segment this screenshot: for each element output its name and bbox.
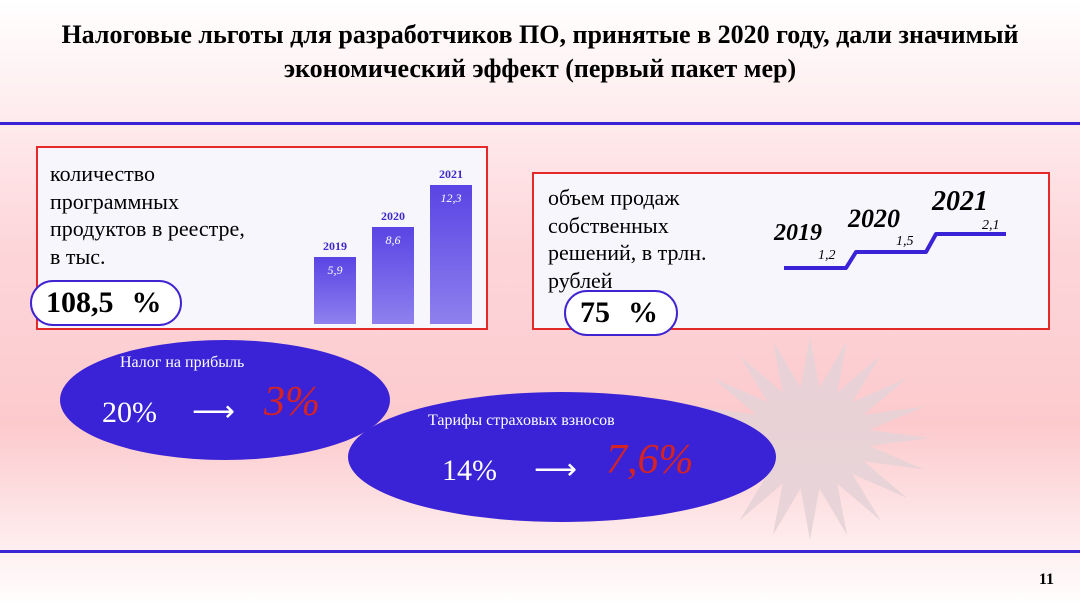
step-value-2019: 1,2 — [818, 248, 836, 264]
slide-page: Налоговые льготы для разработчиков ПО, п… — [0, 0, 1080, 607]
ellipse-tax-profit: Налог на прибыль 20% ⟶ 3% — [60, 340, 390, 460]
bar-value: 5,9 — [314, 263, 356, 278]
bar-2019: 5,92019 — [314, 257, 356, 324]
ellipse-insurance: Тарифы страховых взносов 14% ⟶ 7,6% — [348, 392, 776, 522]
ellipse-left-from: 20% — [102, 396, 157, 430]
card-right-text: объем продаж собственных решений, в трлн… — [548, 184, 738, 294]
metric-left: 108,5% — [30, 280, 182, 326]
ellipse-right-from: 14% — [442, 454, 497, 488]
page-number: 11 — [1039, 571, 1054, 589]
page-title: Налоговые льготы для разработчиков ПО, п… — [40, 18, 1040, 86]
metric-left-suffix: % — [132, 286, 162, 319]
ellipse-right-to: 7,6% — [606, 436, 694, 484]
arrow-icon: ⟶ — [192, 394, 235, 429]
metric-right-value: 75 — [580, 296, 610, 329]
step-year-2019: 2019 — [774, 220, 822, 247]
bar-year: 2021 — [430, 167, 472, 182]
ellipse-left-label: Налог на прибыль — [120, 354, 244, 372]
step-value-2020: 1,5 — [896, 234, 914, 250]
metric-left-value: 108,5 — [46, 286, 114, 319]
bar-value: 8,6 — [372, 233, 414, 248]
bar-year: 2019 — [314, 239, 356, 254]
arrow-icon: ⟶ — [534, 452, 577, 487]
step-value-2021: 2,1 — [982, 218, 1000, 234]
bar-chart: 5,920198,6202012,32021 — [272, 166, 472, 324]
bar-2021: 12,32021 — [430, 185, 472, 324]
card-left-text: количество программных продуктов в реест… — [50, 160, 260, 270]
rule-top — [0, 122, 1080, 125]
ellipse-left-to: 3% — [264, 378, 320, 426]
step-year-2021: 2021 — [932, 186, 988, 218]
bar-year: 2020 — [372, 209, 414, 224]
step-year-2020: 2020 — [848, 204, 900, 234]
step-chart: 20191,2 20201,5 20212,1 — [774, 186, 1034, 296]
bar-value: 12,3 — [430, 191, 472, 206]
ellipse-right-label: Тарифы страховых взносов — [428, 412, 615, 430]
bar-2020: 8,62020 — [372, 227, 414, 324]
